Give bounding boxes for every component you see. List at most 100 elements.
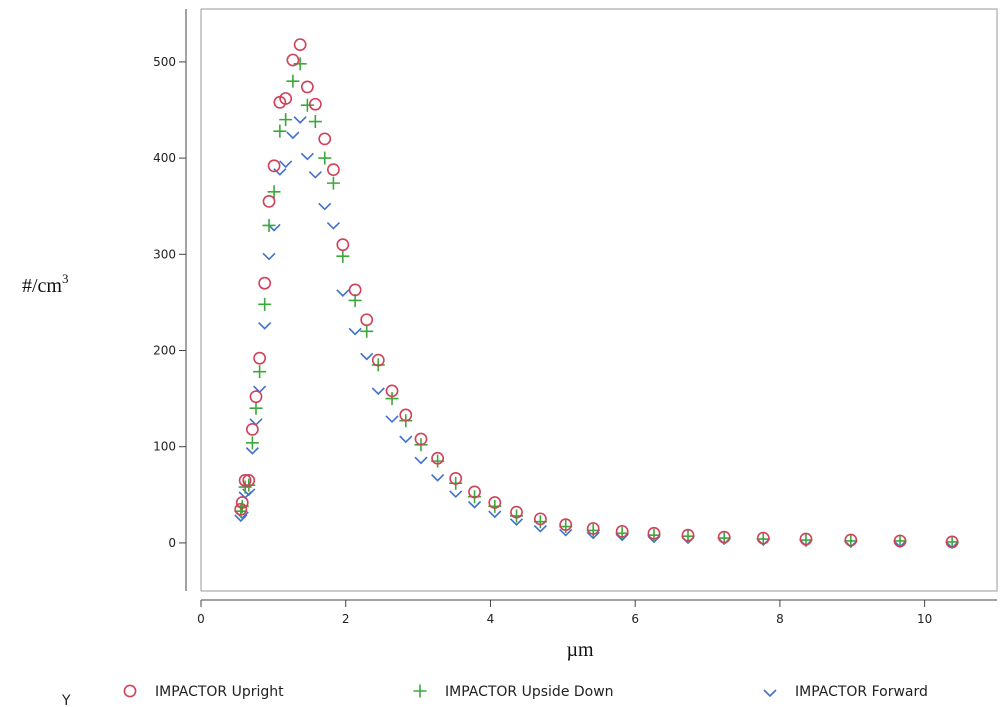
- data-point-circle: [234, 502, 248, 516]
- plot-frame: [185, 8, 998, 601]
- data-point-plus: [385, 392, 399, 406]
- data-point-diamond: [467, 500, 482, 509]
- data-point-diamond: [449, 490, 463, 499]
- x-tick-label: 4: [487, 612, 495, 626]
- data-point-circle: [235, 496, 249, 509]
- y-axis-title-base: #/cm: [22, 275, 62, 297]
- data-point-diamond: [348, 327, 362, 336]
- x-tick-label: 6: [631, 612, 639, 626]
- data-point-diamond: [293, 116, 307, 124]
- y-tick-label: 100: [153, 440, 176, 454]
- data-point-plus: [262, 218, 276, 232]
- data-point-circle: [318, 132, 332, 146]
- legend-label: IMPACTOR Upright: [155, 684, 284, 700]
- data-point-diamond: [286, 131, 300, 140]
- data-point-circle: [533, 512, 547, 526]
- data-point-diamond: [559, 528, 573, 537]
- data-point-diamond: [318, 202, 332, 211]
- data-point-diamond: [336, 289, 350, 297]
- data-point-circle: [249, 390, 263, 404]
- data-point-diamond: [300, 152, 314, 161]
- data-point-diamond: [414, 456, 428, 465]
- data-point-plus: [326, 176, 340, 190]
- data-point-circle: [399, 408, 413, 422]
- data-point-diamond: [245, 447, 259, 455]
- y-tick-label: 300: [153, 247, 176, 261]
- data-point-plus: [245, 436, 259, 450]
- data-point-diamond: [360, 352, 374, 361]
- data-point-circle: [431, 451, 445, 465]
- legend-marker-plus: [413, 684, 427, 698]
- legend-prefix: Y: [61, 693, 71, 707]
- data-point-circle: [615, 524, 629, 538]
- data-point-circle: [327, 163, 340, 177]
- data-point-diamond: [262, 252, 276, 261]
- data-point-circle: [449, 472, 463, 485]
- legend-marker-diamond: [763, 689, 777, 698]
- data-point-circle: [647, 526, 661, 540]
- data-point-diamond: [279, 160, 293, 169]
- data-point-circle: [468, 485, 481, 499]
- data-point-diamond: [385, 415, 399, 424]
- data-point-diamond: [431, 473, 445, 482]
- data-point-diamond: [258, 322, 272, 330]
- y-axis-title-superscript: 3: [62, 271, 69, 286]
- data-point-circle: [293, 38, 307, 51]
- data-point-plus: [945, 535, 959, 549]
- data-point-circle: [300, 80, 314, 94]
- data-point-circle: [279, 92, 293, 105]
- data-point-diamond: [371, 387, 385, 396]
- data-point-circle: [258, 276, 272, 290]
- data-point-plus: [360, 324, 374, 338]
- data-point-plus: [286, 74, 300, 88]
- legend-item: IMPACTOR Upright: [123, 684, 284, 700]
- data-point-circle: [586, 522, 600, 535]
- data-point-circle: [262, 194, 276, 208]
- data-point-circle: [348, 283, 362, 297]
- data-point-circle: [414, 432, 428, 446]
- data-point-circle: [488, 496, 502, 509]
- data-point-circle: [945, 535, 959, 549]
- legend-item: IMPACTOR Forward: [763, 684, 928, 700]
- data-point-circle: [756, 531, 770, 545]
- data-point-plus: [308, 115, 322, 129]
- data-point-plus: [893, 534, 907, 548]
- data-point-circle: [844, 533, 858, 547]
- x-tick-label: 2: [342, 612, 350, 626]
- x-axis-title: µm: [566, 639, 594, 661]
- data-point-circle: [238, 473, 252, 487]
- y-tick-label: 500: [153, 55, 176, 69]
- y-axis-title: #/cm3: [22, 271, 69, 297]
- data-point-circle: [385, 384, 399, 398]
- legend-item: IMPACTOR Upside Down: [413, 684, 614, 700]
- y-tick-label: 400: [153, 151, 176, 165]
- x-tick-label: 8: [776, 612, 784, 626]
- data-point-plus: [318, 151, 332, 165]
- data-point-circle: [242, 473, 256, 487]
- data-point-plus: [253, 365, 267, 379]
- data-point-plus: [267, 185, 281, 199]
- data-point-circle: [510, 505, 523, 519]
- data-point-circle: [308, 97, 322, 111]
- data-point-diamond: [488, 510, 502, 519]
- data-point-plus: [279, 113, 293, 127]
- data-point-plus: [336, 249, 350, 263]
- data-point-circle: [245, 422, 259, 436]
- data-point-plus: [273, 124, 287, 138]
- plot-area-border: [200, 8, 998, 592]
- data-point-diamond: [267, 223, 281, 232]
- data-point-diamond: [509, 518, 524, 526]
- legend-label: IMPACTOR Forward: [795, 684, 928, 700]
- data-point-circle: [360, 313, 374, 327]
- data-point-circle: [799, 532, 813, 546]
- data-point-diamond: [586, 531, 600, 540]
- legend-label: IMPACTOR Upside Down: [445, 684, 614, 700]
- x-tick-label: 0: [197, 612, 205, 626]
- data-points: [234, 38, 959, 550]
- data-point-diamond: [326, 221, 340, 230]
- data-point-diamond: [399, 435, 413, 444]
- data-point-circle: [559, 518, 573, 532]
- legend-marker-circle: [123, 684, 137, 698]
